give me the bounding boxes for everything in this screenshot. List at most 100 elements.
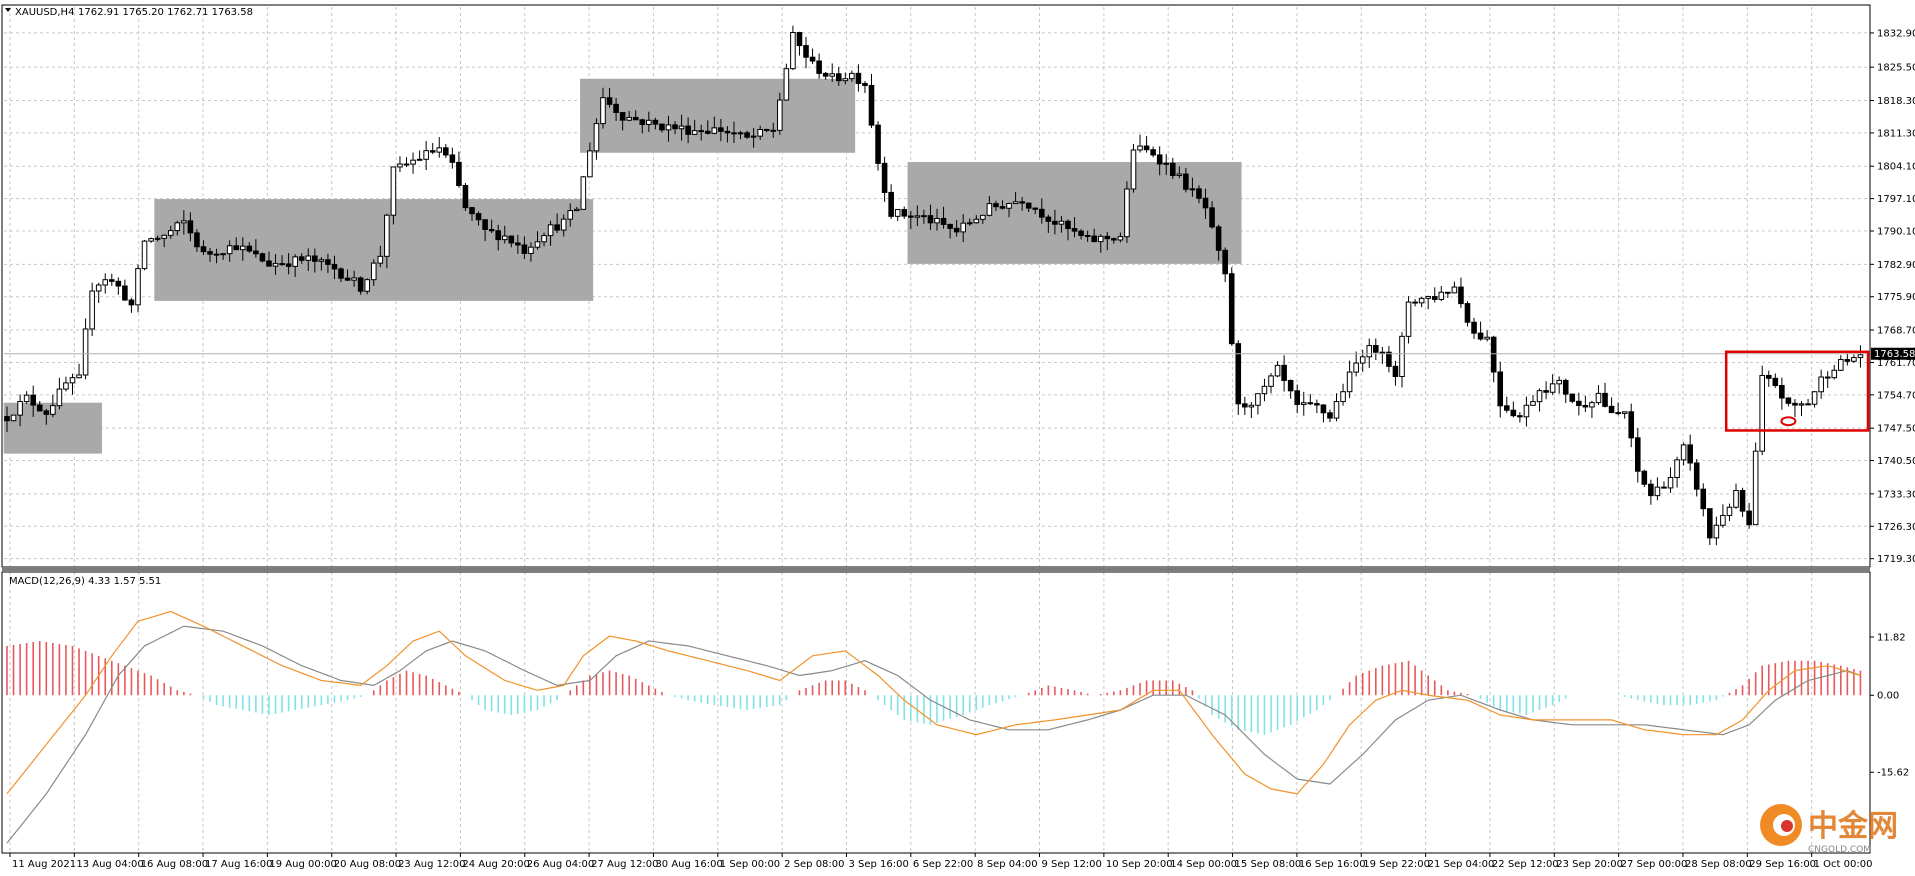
candle-body [1582,404,1589,408]
time-tick-label: 11 Aug 2021 [12,859,76,870]
price-tick-label: 1804.10 [1877,162,1915,173]
candle-body [338,268,344,279]
candle-body [1445,291,1451,294]
candle-body [1641,470,1648,485]
candle-body [167,230,174,236]
candle-body [1346,371,1353,393]
time-tick-label: 19 Sep 22:00 [1363,859,1430,870]
candle-body [1818,376,1824,393]
candle-body [174,222,181,232]
candle-body [272,263,279,267]
candle-body [4,416,10,422]
candle-body [1196,188,1202,199]
candle-body [364,279,371,292]
candle-body [554,224,560,231]
candle-body [36,404,43,412]
candle-body [868,85,875,126]
candle-body [89,290,95,330]
candle-body [1399,335,1405,378]
candle-body [659,123,665,131]
candle-body [141,240,148,270]
brand-name: 中金网 [1808,809,1898,844]
candle-body [809,56,816,62]
candle-body [1602,392,1608,407]
candle-body [1320,404,1327,414]
candle-body [1333,401,1340,419]
candle-body [704,130,711,134]
candle-body [115,280,122,287]
candle-body [390,166,397,216]
candle-body [1779,385,1785,399]
candle-body [135,268,141,306]
time-tick-label: 15 Sep 08:00 [1235,859,1302,870]
candle-body [1680,444,1687,461]
candle-body [1785,397,1792,404]
candle-body [1281,364,1287,381]
candle-body [842,78,849,82]
chart-menu-icon[interactable] [5,8,11,12]
candle-body [233,245,240,251]
candle-body [1811,391,1818,405]
candle-body [1137,145,1143,151]
candle-body [1549,383,1556,393]
candle-body [1589,402,1595,408]
candle-body [397,163,403,168]
candle-body [1497,371,1504,407]
candle-body [1844,359,1851,362]
candle-body [770,129,777,132]
price-axis: 1832.90 1825.50 1818.30 1811.30 1804.10 1797.… [1870,28,1915,779]
candle-body [1032,207,1039,210]
candle-body [292,256,298,267]
candle-body [783,68,790,101]
candle-body [1373,345,1379,353]
candle-body [488,228,495,232]
candle-body [1405,301,1412,337]
candle-body [980,214,986,220]
candle-body [1274,364,1281,377]
candle-body [1805,403,1811,406]
candle-body [1510,409,1517,417]
candle-body [416,158,423,161]
candle-body [469,207,475,215]
candle-body [56,388,63,407]
time-tick-label: 26 Aug 04:00 [527,859,594,870]
candle-body [1327,412,1333,419]
candle-body [1464,303,1471,323]
candle-body [1576,400,1582,406]
watermark: 中金网 CNGOLD.COM [1760,804,1898,855]
candle-body [1733,489,1739,508]
candle-body [429,150,436,153]
time-tick-label: 24 Aug 20:00 [462,859,529,870]
candle-body [1556,379,1562,385]
candle-body [10,414,17,422]
candle-body [1183,173,1189,190]
candle-body [1700,488,1707,510]
candle-body [626,116,632,121]
candle-body [495,230,501,241]
candle-body [1019,201,1025,204]
candle-body [1431,296,1438,300]
candle-body [973,218,980,224]
candle-body [560,218,567,231]
highlight-overlay [1724,350,1870,432]
candle-body [220,253,226,256]
candle-body [17,401,23,416]
candle-body [515,242,521,246]
candle-body [1012,201,1019,205]
candle-body [862,82,868,87]
candle-body [1287,379,1294,392]
candle-body [1025,202,1032,209]
time-tick-label: 8 Sep 04:00 [977,859,1037,870]
candle-body [1045,216,1052,222]
candle-body [718,127,724,132]
candle-body [207,251,213,255]
price-tick-label: 1768.70 [1877,326,1915,337]
candle-body [1530,401,1536,406]
price-tick-label: 1825.50 [1877,63,1915,74]
time-tick-label: 21 Sep 04:00 [1428,859,1495,870]
candle-body [1752,450,1759,526]
candle-body [646,119,652,125]
candle-body [685,125,691,135]
time-tick-label: 13 Aug 04:00 [76,859,143,870]
